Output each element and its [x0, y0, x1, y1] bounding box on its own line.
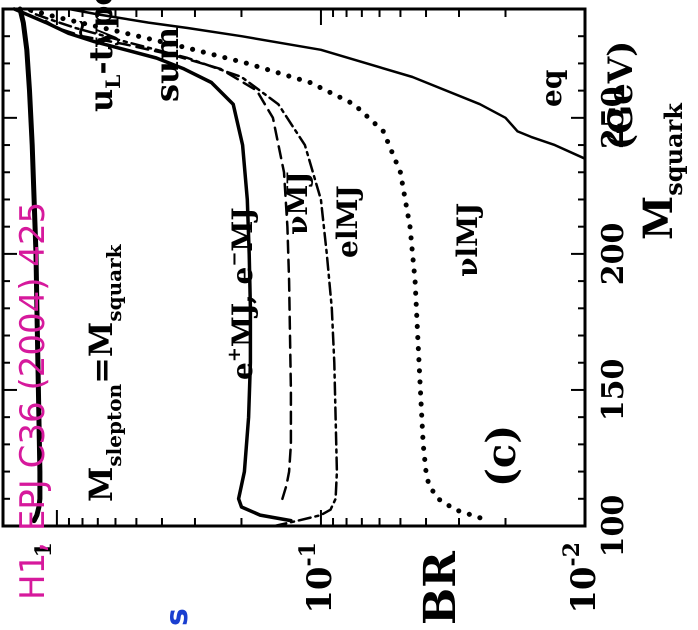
nulmj-label: νlMJ — [451, 203, 484, 277]
x-axis-unit: (GeV) — [601, 41, 641, 150]
elmj-label: elMJ — [331, 185, 364, 258]
rotated-chart: 100 150 200 250 10-2 10-1 1 BR Msquark (c) sum… — [1, 0, 688, 625]
emj-tail: MJ — [226, 207, 259, 251]
emj-sup1: + — [224, 347, 245, 362]
y-axis-title: BR — [415, 551, 466, 625]
series-nulmj — [24, 6, 483, 521]
emj-mid: MJ, e — [226, 267, 259, 347]
numj-label: νMJ — [281, 171, 314, 235]
x-tick-label: 200 — [596, 223, 631, 286]
type-label: uL-type — [82, 0, 125, 112]
type-label-u: u — [82, 89, 120, 112]
mass-sub2: squark — [102, 243, 126, 321]
mass-m1: M — [82, 467, 120, 502]
series-numj — [42, 18, 293, 501]
mass-sub1: slepton — [102, 383, 126, 466]
plot-frame — [1, 7, 587, 528]
x-tick-label: 150 — [596, 359, 631, 422]
y-tick-label: 1 — [31, 542, 57, 557]
x-tick-label: 250 — [596, 87, 631, 150]
panel-label: (c) — [478, 425, 525, 487]
y-tick-label: 10-1 — [295, 542, 340, 614]
x-axis-title-sub: squark — [659, 102, 688, 196]
emj-eplus: e — [226, 362, 259, 380]
sum-label: sum — [148, 27, 186, 102]
x-tick-label: 100 — [596, 495, 631, 558]
mass-eq: =M — [82, 322, 120, 384]
series-eq — [67, 7, 587, 160]
series-elmj — [25, 7, 339, 528]
eq-label: eq — [535, 70, 568, 107]
emj-sup2: − — [224, 252, 245, 267]
type-label-sub: L — [101, 75, 125, 89]
type-label-tilde: ~ — [67, 18, 97, 40]
y-tick-label: 10-2 — [559, 542, 604, 614]
mass-condition-label: Mslepton=Msquark — [82, 243, 126, 502]
x-axis-title: Msquark — [635, 102, 688, 240]
reference-caption: H1, EPJ C36 (2004) 425 — [13, 202, 53, 600]
series-sum — [17, 6, 43, 524]
corner-mark: s — [160, 608, 195, 626]
series-group — [12, 6, 587, 528]
tick-labels: 100 150 200 250 10-2 10-1 1 — [31, 87, 631, 614]
emj-label: e+MJ, e−MJ — [224, 207, 259, 380]
x-axis-title-m: M — [635, 196, 682, 240]
type-label-tail: -type — [82, 0, 120, 75]
series-emj — [12, 7, 293, 523]
